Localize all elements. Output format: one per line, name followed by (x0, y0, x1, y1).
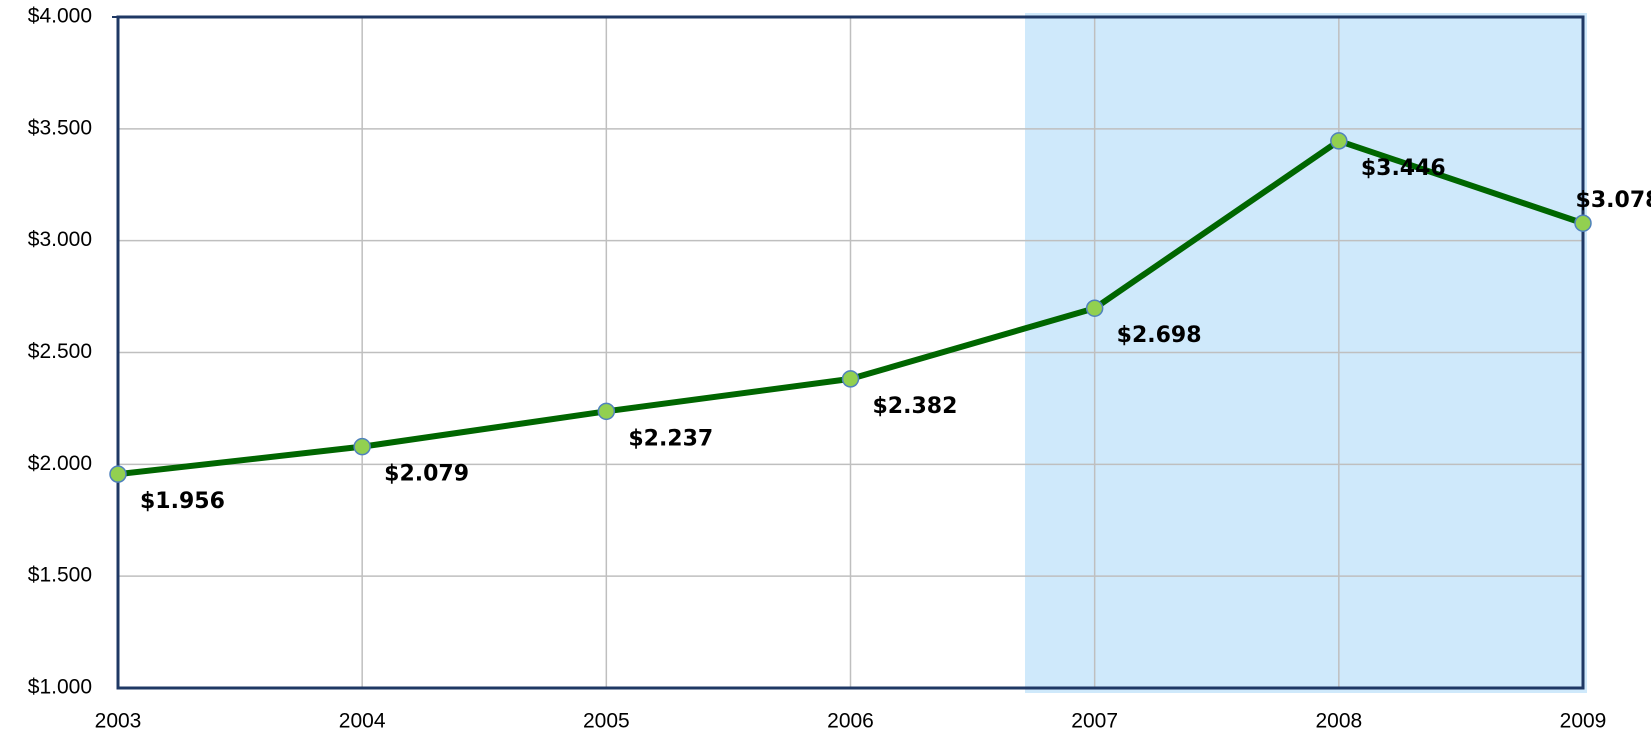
data-label: $2.698 (1117, 323, 1202, 348)
data-point (841, 370, 860, 388)
y-tick-label: $3.000 (28, 228, 92, 251)
data-point (1574, 214, 1592, 232)
data-point (597, 402, 616, 421)
data-label: $2.237 (628, 426, 713, 451)
data-label: $2.382 (873, 394, 958, 419)
x-tick-label: 2004 (339, 710, 386, 733)
x-tick-label: 2006 (827, 710, 874, 733)
x-tick-label: 2009 (1560, 710, 1607, 733)
y-tick-label: $2.000 (28, 452, 92, 475)
plot-border (116, 15, 1585, 690)
y-tick-label: $4.000 (28, 5, 92, 28)
x-tick-label: 2003 (95, 710, 142, 733)
x-tick-label: 2007 (1071, 710, 1118, 733)
x-tick-label: 2008 (1315, 710, 1362, 733)
data-label: $2.079 (384, 462, 469, 487)
data-label: $3.446 (1361, 156, 1446, 181)
x-tick-label: 2005 (583, 710, 630, 733)
y-tick-label: $3.500 (28, 116, 92, 139)
y-tick-label: $1.500 (28, 564, 92, 587)
data-label: $3.078 (1576, 188, 1651, 213)
data-point (1085, 299, 1104, 317)
data-point (353, 437, 371, 456)
data-point (1330, 132, 1348, 150)
data-point (109, 465, 127, 483)
y-tick-label: $1.000 (28, 676, 92, 699)
y-tick-label: $2.500 (28, 340, 92, 363)
data-label: $1.956 (140, 489, 225, 514)
